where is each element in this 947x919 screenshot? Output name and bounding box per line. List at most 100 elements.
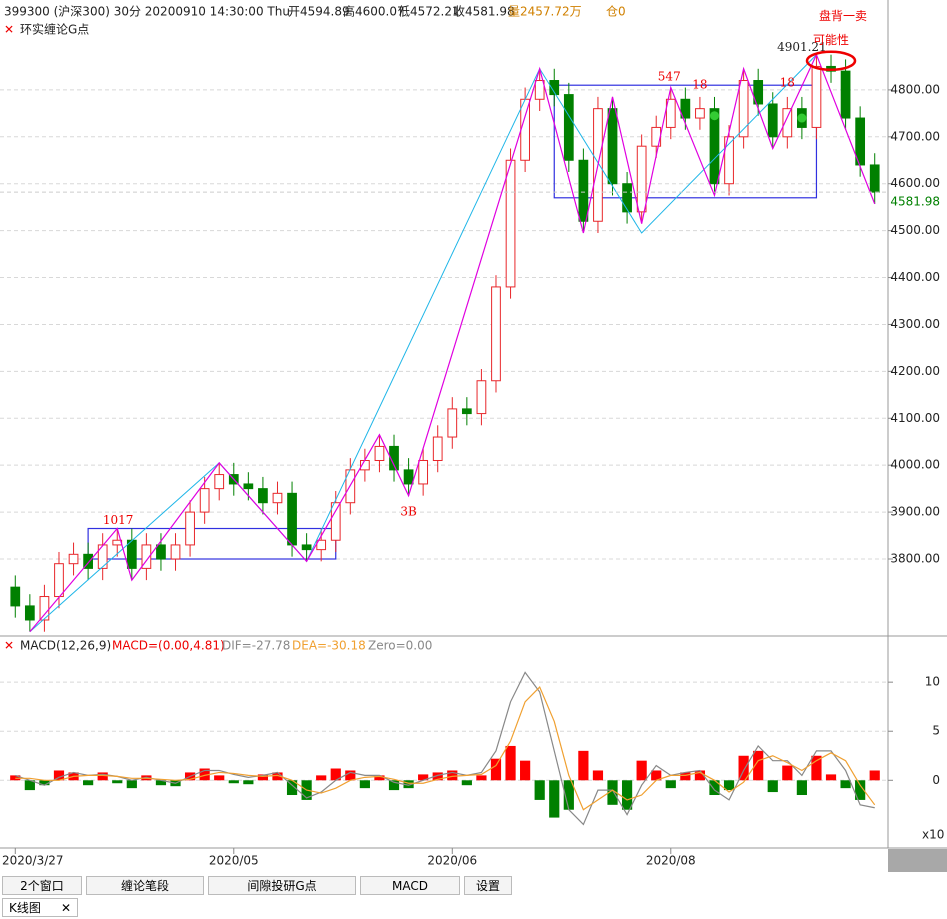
macd-bar <box>126 780 137 789</box>
tab-close[interactable]: ✕ <box>60 901 71 915</box>
g-point <box>797 113 807 123</box>
candle-body <box>156 544 166 560</box>
zero-value: Zero=0.00 <box>368 639 432 653</box>
annotation: 4901.21 <box>777 40 827 54</box>
scale-label: x10 <box>922 828 944 842</box>
candle-body <box>476 380 487 415</box>
macd-bar <box>680 772 691 781</box>
macd-bar <box>112 780 123 784</box>
y-tick-label: 4000.00 <box>890 458 940 472</box>
indicator-button[interactable]: 缠论笔段 <box>86 876 204 895</box>
candle-body <box>680 98 691 119</box>
background <box>0 0 947 872</box>
candle-body <box>10 586 21 607</box>
last-price-label: 4581.98 <box>890 195 940 209</box>
x-tick-label: 2020/08 <box>646 854 696 868</box>
macd-bar <box>403 780 414 789</box>
macd-bar <box>578 750 589 781</box>
candle-body <box>258 488 268 504</box>
macd-bar <box>155 780 167 786</box>
chart-area: 399300 (沪深300) 30分 20200910 14:30:00 Thu… <box>0 0 947 872</box>
macd-bar <box>607 780 618 805</box>
quote-open: 开4594.89 <box>288 5 350 19</box>
quote-high: 高4600.07 <box>343 4 405 19</box>
y-tick-label: 4300.00 <box>890 317 940 331</box>
y-tick-label: 4800.00 <box>890 82 940 96</box>
highlight-label: 盘背一卖可能性 <box>813 8 867 47</box>
y-tick-label: 5 <box>932 724 940 738</box>
window-button[interactable]: 2个窗口 <box>2 876 82 895</box>
settings-button[interactable]: 设置 <box>464 876 512 895</box>
candle-body <box>214 474 225 490</box>
macd-bar <box>709 780 720 796</box>
close-icon[interactable]: ✕ <box>4 639 14 653</box>
macd-bar <box>796 780 807 796</box>
candle-body <box>316 539 327 551</box>
candle-body <box>54 563 64 598</box>
macd-bar <box>97 772 108 781</box>
symbol: 399300 (沪深300) 30分 20200910 14:30:00 Thu <box>4 5 290 19</box>
macd-bar <box>534 780 545 800</box>
candle-body <box>767 103 778 138</box>
macd-bar <box>243 780 254 785</box>
indicator-button[interactable]: 间隙投研G点 <box>208 876 356 895</box>
macd-bar <box>520 760 531 781</box>
macd-bar <box>83 780 94 786</box>
macd-bar <box>665 780 676 789</box>
g-point <box>709 111 719 121</box>
macd-bar <box>694 770 706 781</box>
pivot-box <box>553 84 818 199</box>
macd-title: MACD(12,26,9) <box>20 639 111 653</box>
macd-bar <box>811 755 822 781</box>
pen-line <box>29 53 876 633</box>
macd-bar <box>39 780 50 786</box>
tab-label: K线图 <box>9 901 41 915</box>
x-tick-label: 2020/3/27 <box>2 854 64 868</box>
macd-bar <box>825 774 837 781</box>
candle-body <box>534 80 545 100</box>
macd-value: MACD=(0.00,4.81) <box>112 639 225 653</box>
macd-bar <box>388 780 400 791</box>
macd-bar <box>592 770 604 781</box>
macd-bar <box>359 780 370 789</box>
candle-body <box>287 492 297 546</box>
annotation: 3B <box>400 505 417 519</box>
indicator-button[interactable]: MACD <box>360 876 460 895</box>
annotation: 18 <box>780 75 795 89</box>
candle-body <box>199 488 210 513</box>
y-tick-label: 0 <box>932 773 940 787</box>
candle-body <box>24 605 35 621</box>
tab[interactable]: K线图 ✕ <box>2 898 78 917</box>
segment-line <box>29 54 817 633</box>
macd-bar <box>461 780 472 786</box>
macd-bar <box>869 770 880 781</box>
quote-close: 收4581.98 <box>453 5 515 19</box>
macd-bar <box>476 775 487 781</box>
candle-body <box>330 502 341 541</box>
scroll-box[interactable] <box>888 849 947 872</box>
candle-body <box>869 164 880 193</box>
candle-body <box>461 408 472 415</box>
candle-body <box>607 108 618 185</box>
y-tick-label: 10 <box>925 675 940 689</box>
macd-bar <box>621 780 633 810</box>
annotation: 18 <box>692 78 707 92</box>
macd-bar <box>228 780 239 784</box>
macd-bar <box>738 755 749 781</box>
volume: 量2457.72万 <box>508 5 582 19</box>
candle-body <box>753 80 764 105</box>
y-tick-label: 4500.00 <box>890 223 940 237</box>
macd-bar <box>374 775 385 781</box>
candle-body <box>403 469 414 485</box>
candle-body <box>141 544 152 569</box>
quote-low: 低4572.21 <box>398 5 460 19</box>
macd-bar <box>651 770 662 781</box>
candle-body <box>432 436 443 461</box>
candle-body <box>301 544 312 551</box>
macd-bar <box>782 765 793 781</box>
macd-bar <box>855 780 866 800</box>
dea-line <box>15 686 876 811</box>
close-icon[interactable]: ✕ <box>4 23 14 37</box>
candle-body <box>68 553 79 565</box>
